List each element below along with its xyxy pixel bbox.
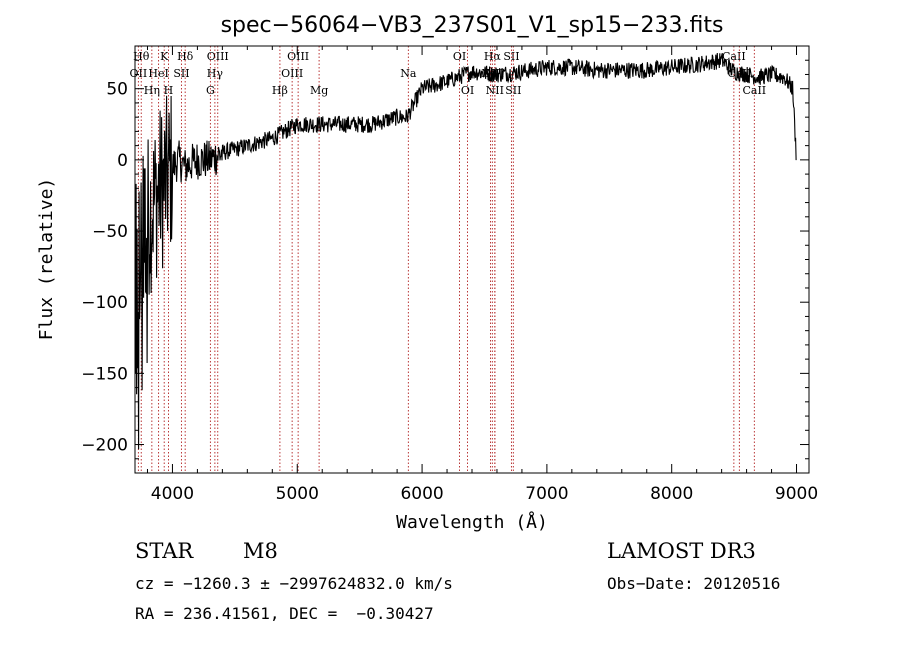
spectral-line-label: Hθ — [133, 50, 150, 63]
spectral-line-label: SII — [505, 84, 521, 97]
x-tick-label: 9000 — [775, 484, 818, 504]
spectral-line-label: NII — [486, 84, 504, 97]
spectral-line-label: Mg — [310, 84, 328, 97]
x-tick-label: 6000 — [400, 484, 443, 504]
x-tick-label: 5000 — [276, 484, 319, 504]
spectral-line-label: SII — [503, 50, 519, 63]
spectral-line-label: Hα — [484, 50, 502, 63]
spectral-line-label: Hη — [144, 84, 160, 97]
y-tick-label: 50 — [106, 80, 128, 100]
x-axis: 4000 5000 6000 7000 8000 9000 — [146, 46, 818, 504]
spectral-line-label: HeI — [148, 67, 168, 80]
spectral-line-label: OIII — [287, 50, 309, 63]
y-axis: 50 0 −50 −100 −150 −200 — [81, 45, 809, 460]
spectral-line-label: OI — [461, 84, 474, 97]
spectral-line-label: K — [160, 50, 169, 63]
spectral-line-label: OIII — [207, 50, 229, 63]
y-tick-label: −200 — [81, 436, 128, 456]
spectral-line-label: H — [164, 84, 174, 97]
y-tick-label: 0 — [117, 151, 128, 171]
x-axis-label: Wavelength (Å) — [396, 511, 548, 533]
spectral-line-label: CaII — [742, 84, 766, 97]
spectral-line-label: OIII — [281, 67, 303, 80]
redshift-line: cz = −1260.3 ± −2997624832.0 km/s — [135, 574, 453, 593]
x-tick-label: 4000 — [151, 484, 194, 504]
ra-dec-line: RA = 236.41561, DEC = −0.30427 — [135, 604, 434, 623]
spectrum-line — [135, 52, 797, 450]
y-tick-label: −100 — [81, 293, 128, 313]
spectral-line-label: G — [206, 84, 215, 97]
obs-date: Obs−Date: 20120516 — [607, 574, 781, 593]
plot-frame — [134, 45, 810, 474]
y-tick-label: −50 — [92, 222, 128, 242]
spectral-line-label: Hγ — [207, 67, 224, 80]
survey-name: LAMOST DR3 — [607, 539, 756, 563]
x-tick-label: 7000 — [525, 484, 568, 504]
chart-title: spec−56064−VB3_237S01_V1_sp15−233.fits — [221, 13, 724, 38]
x-tick-label: 8000 — [650, 484, 693, 504]
spectral-line-label: OI — [453, 50, 466, 63]
object-class: STAR — [135, 539, 194, 563]
object-subclass: M8 — [243, 539, 278, 563]
spectral-line-label: Hδ — [177, 50, 194, 63]
spectral-line-label: OII — [130, 67, 148, 80]
spectral-line-label: Hβ — [272, 84, 288, 97]
spectral-line-label: Na — [400, 67, 417, 80]
y-tick-label: −150 — [81, 364, 128, 384]
spectral-line-label: SII — [173, 67, 189, 80]
y-axis-label: Flux (relative) — [36, 178, 57, 341]
